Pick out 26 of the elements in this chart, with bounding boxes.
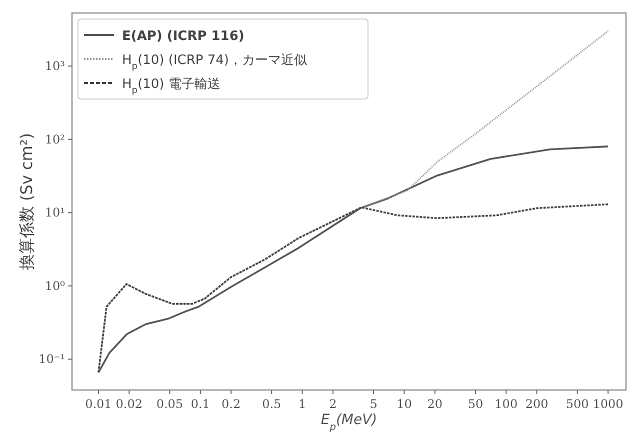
x-tick-label: 0.01: [85, 397, 112, 411]
x-tick-label: 10: [396, 397, 412, 411]
y-tick-label: 10³: [44, 59, 66, 74]
x-axis-title: E$_{p}$(MeV): [320, 412, 378, 432]
x-tick-label: 500: [566, 397, 589, 411]
x-tick-label: 1: [298, 397, 306, 411]
x-tick-label: 2: [329, 397, 337, 411]
legend-label: E(AP) (ICRP 116): [122, 29, 244, 44]
x-tick-label: 0.2: [222, 397, 241, 411]
x-tick-label: 0.1: [190, 397, 210, 411]
legend-label: H$_{p}$(10) (ICRP 74)，カーマ近似: [122, 53, 307, 72]
y-tick-label: 10²: [44, 132, 66, 146]
x-tick-label: 20: [427, 397, 443, 411]
x-tick-label: 50: [468, 397, 484, 411]
x-tick-label: 100: [494, 397, 518, 411]
x-tick-label: 0.05: [156, 397, 184, 411]
x-tick-label: 1000: [592, 397, 624, 411]
x-tick-label: 0.5: [262, 397, 282, 411]
x-tick-label: 0.02: [116, 397, 142, 411]
x-tick-label: 200: [525, 397, 548, 411]
y-tick-label: 10⁻¹: [38, 352, 65, 366]
legend-label: H$_{p}$(10) 電子輸送: [122, 77, 220, 96]
y-tick-label: 10¹: [44, 206, 65, 220]
y-tick-label: 10⁰: [44, 278, 66, 293]
y-axis-title: 換算係数 (Sv cm²): [17, 132, 36, 270]
x-tick-label: 5: [370, 397, 378, 411]
